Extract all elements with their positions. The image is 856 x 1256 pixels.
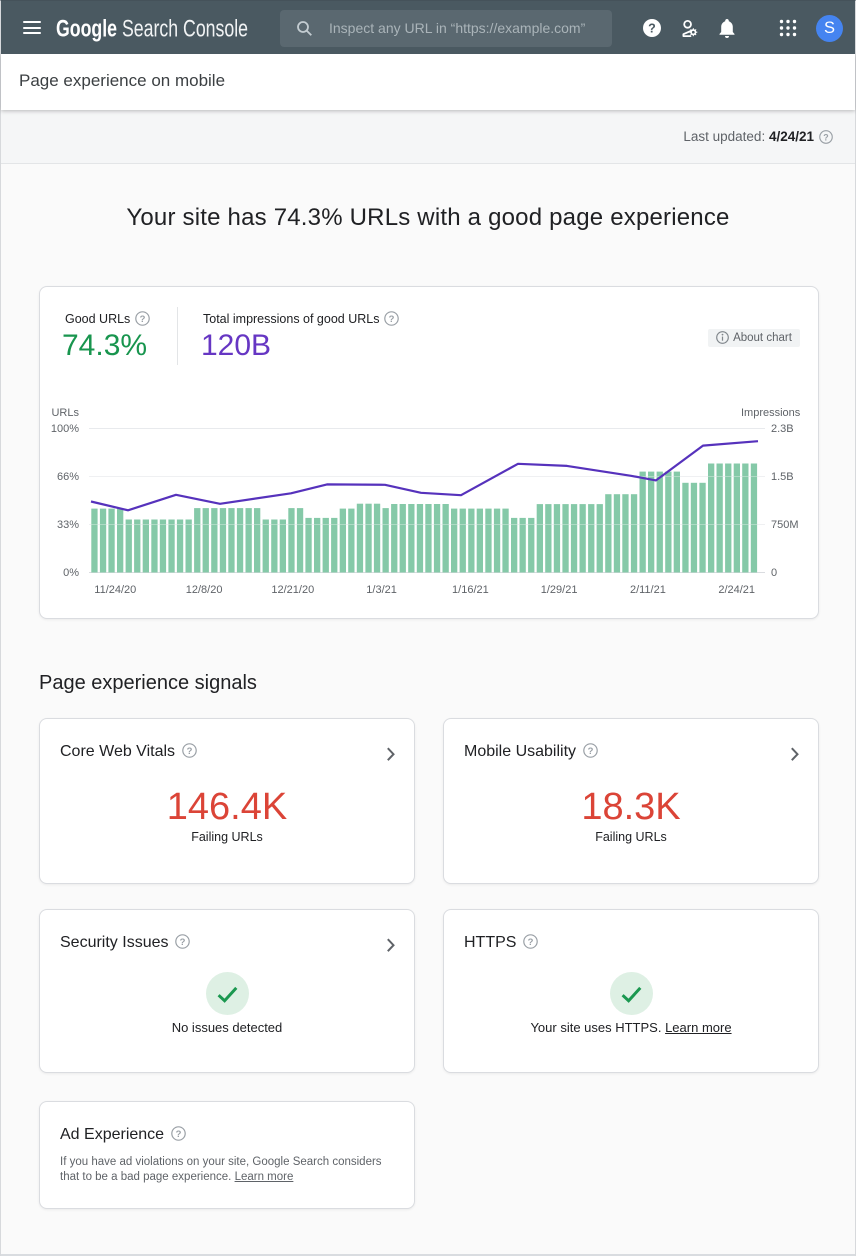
svg-text:?: ? xyxy=(588,746,594,757)
svg-text:33%: 33% xyxy=(57,519,79,531)
svg-text:1/29/21: 1/29/21 xyxy=(541,584,578,596)
svg-text:0: 0 xyxy=(771,567,777,579)
svg-text:?: ? xyxy=(187,746,193,757)
svg-text:66%: 66% xyxy=(57,471,79,483)
svg-text:1/3/21: 1/3/21 xyxy=(366,584,397,596)
svg-text:1/16/21: 1/16/21 xyxy=(452,584,489,596)
svg-text:?: ? xyxy=(648,22,656,36)
svg-text:12/21/20: 12/21/20 xyxy=(271,584,314,596)
svg-text:11/24/20: 11/24/20 xyxy=(94,584,136,596)
svg-text:750M: 750M xyxy=(771,519,799,531)
svg-text:0%: 0% xyxy=(63,567,79,579)
svg-text:100%: 100% xyxy=(51,423,79,435)
svg-text:2.3B: 2.3B xyxy=(771,423,794,435)
svg-text:?: ? xyxy=(180,937,186,948)
svg-text:?: ? xyxy=(140,314,146,325)
svg-text:2/24/21: 2/24/21 xyxy=(718,584,755,596)
svg-text:Search Console: Search Console xyxy=(122,16,248,43)
svg-text:?: ? xyxy=(823,132,828,142)
svg-text:12/8/20: 12/8/20 xyxy=(186,584,223,596)
svg-text:1.5B: 1.5B xyxy=(771,471,794,483)
svg-text:URLs: URLs xyxy=(51,407,79,419)
svg-text:?: ? xyxy=(176,1129,182,1140)
svg-text:2/11/21: 2/11/21 xyxy=(630,584,666,596)
svg-text:?: ? xyxy=(389,314,395,325)
svg-text:Google: Google xyxy=(56,16,117,43)
svg-text:?: ? xyxy=(528,937,534,948)
svg-text:Impressions: Impressions xyxy=(741,407,801,419)
